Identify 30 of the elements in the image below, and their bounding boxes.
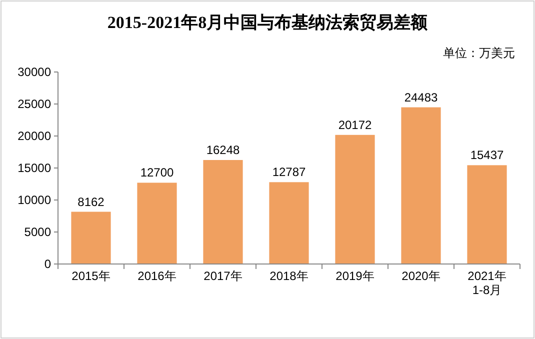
bar [137, 182, 177, 264]
y-tick-label: 25000 [18, 97, 52, 111]
x-tick-label: 2020年 [402, 269, 440, 283]
x-tick-label: 2017年 [204, 269, 242, 283]
bar [203, 160, 243, 264]
data-label: 12700 [140, 166, 174, 180]
x-tick-label: 2016年 [138, 269, 176, 283]
x-tick-label: 2015年 [72, 269, 110, 283]
y-tick-label: 15000 [18, 161, 52, 175]
text: 单位：万美元 [443, 46, 515, 60]
y-tick-label: 5000 [24, 225, 52, 239]
data-label: 24483 [404, 90, 438, 104]
y-tick-label: 0 [44, 257, 52, 271]
bar [71, 212, 111, 264]
bar [401, 107, 441, 264]
x-tick-label: 2019年 [336, 269, 374, 283]
y-tick-label: 10000 [18, 193, 52, 207]
data-label: 12787 [272, 165, 306, 180]
bar [269, 182, 309, 264]
bar [335, 134, 375, 264]
data-label: 15437 [470, 148, 504, 162]
x-tick-label: 2018年 [270, 269, 308, 283]
chart-title: 2015-2021年8月中国与布基纳法索贸易差额 [107, 13, 429, 32]
data-label: 16248 [206, 143, 240, 158]
y-tick-label: 30000 [18, 65, 52, 79]
y-tick-label: 20000 [18, 129, 52, 143]
data-label: 8162 [78, 194, 105, 209]
data-label: 20172 [338, 118, 372, 132]
x-tick-label: 2021年 1-8月 [468, 269, 506, 297]
bar [467, 165, 507, 264]
